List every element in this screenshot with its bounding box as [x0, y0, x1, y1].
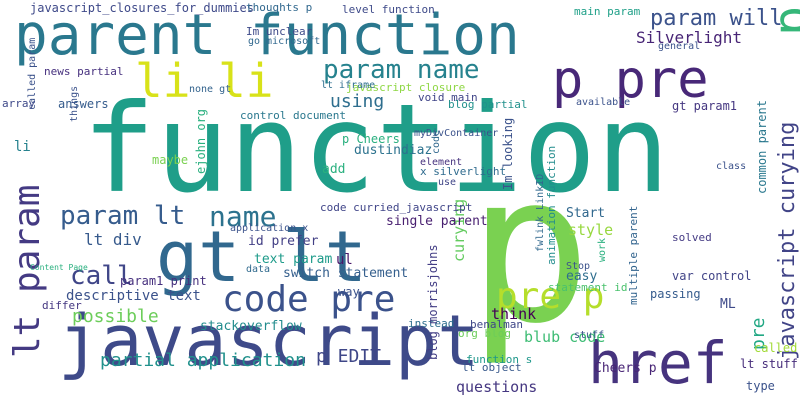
cloud-word: parent function: [14, 3, 520, 68]
cloud-word: javascript closure: [346, 81, 466, 94]
cloud-word: li: [14, 139, 31, 155]
cloud-word: passing: [650, 287, 701, 301]
cloud-word: blog morrisjohns: [426, 244, 440, 360]
cloud-word: Stop: [566, 261, 591, 272]
cloud-word: param1 print: [120, 274, 207, 288]
cloud-word: javascript: [58, 300, 480, 382]
cloud-word: void main: [418, 91, 478, 104]
cloud-word: class: [716, 161, 747, 172]
cloud-word: Im unclear: [246, 25, 313, 38]
cloud-word: lt object: [462, 361, 522, 374]
cloud-word: solved: [672, 231, 712, 244]
cloud-word: javascript curying: [775, 121, 800, 360]
cloud-word: blog partial: [448, 98, 528, 111]
cloud-word: data: [246, 264, 271, 275]
cloud-word: param name: [323, 55, 480, 85]
cloud-word: javascript_closures_for_dummies: [30, 1, 254, 15]
cloud-word: use: [438, 177, 457, 188]
cloud-word: using: [330, 91, 385, 112]
cloud-word: switch statement: [283, 266, 409, 281]
cloud-word: Cheers p: [594, 361, 657, 376]
cloud-word: instead: [408, 317, 455, 330]
cloud-word: partial application: [100, 350, 306, 371]
cloud-word: single parent: [386, 214, 488, 229]
cloud-word: lt iframe: [321, 80, 376, 91]
cloud-word: way: [338, 285, 360, 299]
cloud-word: main param: [574, 5, 641, 18]
cloud-word: animation function: [545, 145, 558, 265]
cloud-word: param lt: [60, 201, 186, 231]
cloud-word: blub code: [524, 328, 606, 346]
cloud-word: text param: [254, 252, 333, 267]
cloud-word: ejohn org: [194, 108, 208, 174]
cloud-word: ML: [720, 297, 736, 312]
cloud-word: Im looking: [501, 117, 515, 190]
cloud-word: fwlink LinkID: [535, 173, 546, 252]
cloud-word: function: [82, 78, 670, 220]
cloud-word: statement id: [548, 281, 628, 294]
cloud-word: call: [70, 261, 133, 291]
cloud-word: news partial: [44, 65, 124, 78]
cloud-word: available: [576, 97, 631, 108]
cloud-word: code curried_javascript: [320, 201, 473, 214]
cloud-word: none gt: [189, 84, 232, 95]
cloud-word: benalman: [470, 318, 523, 331]
cloud-word: pre p: [496, 276, 605, 317]
cloud-word: things: [69, 85, 80, 122]
cloud-word: maybe: [152, 153, 189, 167]
cloud-word: p: [468, 131, 592, 369]
cloud-word: p Cheers: [342, 132, 400, 146]
cloud-word: control document: [240, 109, 346, 122]
cloud-word: li li: [135, 54, 274, 108]
cloud-word: param will: [650, 6, 783, 31]
cloud-word: element: [420, 157, 463, 168]
cloud-word: lt div: [84, 230, 142, 249]
cloud-word: thoughts p: [246, 1, 313, 14]
cloud-word: code: [431, 129, 442, 154]
cloud-word: descriptive text: [66, 288, 201, 304]
cloud-word: gt lt: [156, 216, 367, 298]
cloud-word: p EDIT: [316, 346, 382, 367]
cloud-word: stuff: [574, 330, 605, 341]
cloud-word: stackoverflow: [200, 319, 302, 334]
cloud-word: general: [658, 41, 701, 52]
cloud-word: lt stuff: [740, 357, 798, 371]
cloud-word: work: [597, 237, 608, 262]
cloud-word: easy: [566, 269, 598, 284]
cloud-word: Start: [566, 206, 606, 221]
cloud-word: possible: [72, 306, 159, 327]
cloud-word: code pre: [222, 279, 396, 320]
cloud-word: multiple parent: [627, 205, 640, 305]
cloud-word: level function: [342, 3, 435, 16]
cloud-word: gt param1: [672, 99, 738, 113]
cloud-word: answers: [58, 97, 109, 111]
cloud-word: array: [2, 97, 36, 110]
cloud-word: common parent: [755, 100, 769, 194]
cloud-word: Silverlight: [636, 28, 742, 47]
cloud-word: application x: [230, 223, 309, 234]
cloud-word: id prefer: [248, 234, 319, 249]
cloud-word: questions: [456, 378, 538, 396]
cloud-word: x silverlight: [420, 165, 507, 178]
cloud-word: function s: [466, 353, 533, 366]
cloud-word: go microsoft: [248, 36, 321, 47]
cloud-word: org blog: [458, 327, 511, 340]
cloud-word: style: [568, 221, 614, 239]
cloud-word: type: [746, 379, 775, 393]
cloud-word: var control: [672, 269, 752, 283]
cloud-word: ul: [336, 252, 353, 268]
cloud-word: called: [754, 341, 798, 355]
cloud-word: p pre: [552, 50, 709, 110]
cloud-word: differ: [42, 299, 82, 312]
cloud-word: href: [588, 329, 728, 397]
cloud-word: Content Page: [30, 263, 88, 272]
cloud-word: think: [491, 305, 537, 323]
cloud-word: myDivContainer: [414, 128, 499, 139]
cloud-word: add: [322, 162, 346, 177]
cloud-word: dustindiaz: [354, 143, 433, 158]
cloud-word: name: [209, 200, 277, 233]
